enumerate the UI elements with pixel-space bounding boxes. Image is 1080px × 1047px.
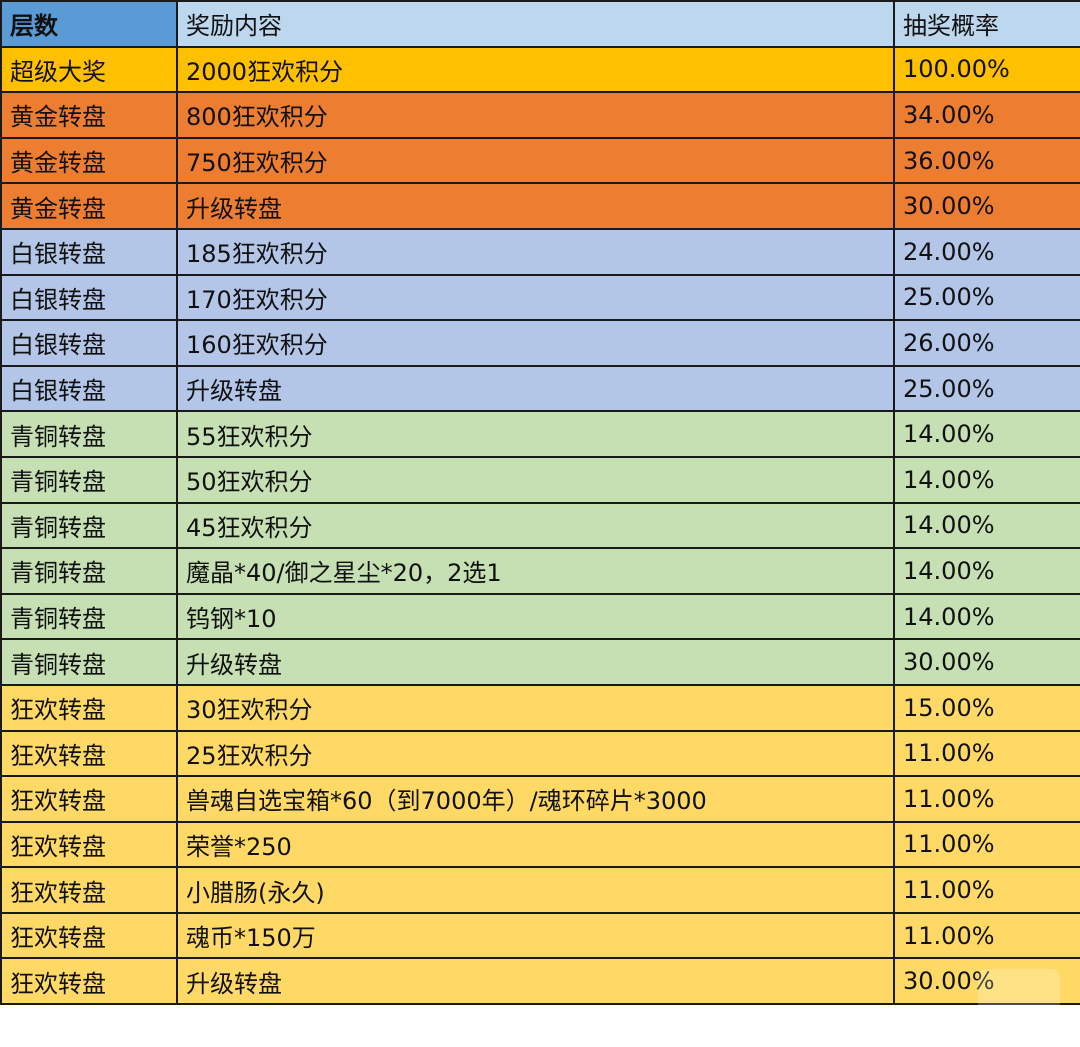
probability-cell: 14.00% xyxy=(893,547,1080,595)
reward-cell: 45狂欢积分 xyxy=(176,501,895,550)
probability-cell: 30.00% xyxy=(893,182,1080,230)
reward-cell: 55狂欢积分 xyxy=(176,410,895,458)
reward-cell: 170狂欢积分 xyxy=(176,273,895,322)
probability-cell: 26.00% xyxy=(893,319,1080,367)
probability-cell: 25.00% xyxy=(893,273,1080,322)
tier-cell: 青铜转盘 xyxy=(0,592,178,641)
tier-cell: 白银转盘 xyxy=(0,364,178,413)
table-row: 青铜转盘 钨钢*10 14.00% xyxy=(0,592,1080,641)
probability-cell: 14.00% xyxy=(893,455,1080,504)
probability-cell: 11.00% xyxy=(893,820,1080,869)
tier-cell: 狂欢转盘 xyxy=(0,820,178,869)
table-row: 狂欢转盘 荣誉*250 11.00% xyxy=(0,820,1080,869)
reward-cell: 钨钢*10 xyxy=(176,592,895,641)
reward-cell: 升级转盘 xyxy=(176,182,895,230)
probability-cell: 11.00% xyxy=(893,729,1080,778)
tier-cell: 狂欢转盘 xyxy=(0,683,178,732)
reward-cell: 魂币*150万 xyxy=(176,911,895,960)
tier-cell: 黄金转盘 xyxy=(0,182,178,230)
header-row: 层数 奖励内容 抽奖概率 xyxy=(0,0,1080,48)
tier-cell: 狂欢转盘 xyxy=(0,957,178,1006)
reward-cell: 750狂欢积分 xyxy=(176,136,895,185)
reward-cell: 兽魂自选宝箱*60（到7000年）/魂环碎片*3000 xyxy=(176,775,895,823)
probability-cell: 25.00% xyxy=(893,364,1080,413)
tier-cell: 青铜转盘 xyxy=(0,455,178,504)
table-row: 狂欢转盘 魂币*150万 11.00% xyxy=(0,911,1080,960)
table-row: 狂欢转盘 30狂欢积分 15.00% xyxy=(0,683,1080,732)
tier-cell: 超级大奖 xyxy=(0,45,178,94)
table-row: 狂欢转盘 25狂欢积分 11.00% xyxy=(0,729,1080,778)
table-row: 青铜转盘 55狂欢积分 14.00% xyxy=(0,410,1080,458)
table-row: 青铜转盘 45狂欢积分 14.00% xyxy=(0,501,1080,550)
table-row: 青铜转盘 升级转盘 30.00% xyxy=(0,638,1080,686)
reward-cell: 升级转盘 xyxy=(176,364,895,413)
probability-cell: 11.00% xyxy=(893,866,1080,914)
table-row: 白银转盘 160狂欢积分 26.00% xyxy=(0,319,1080,367)
reward-cell: 160狂欢积分 xyxy=(176,319,895,367)
tier-cell: 狂欢转盘 xyxy=(0,729,178,778)
table-row: 白银转盘 185狂欢积分 24.00% xyxy=(0,227,1080,276)
table-row: 青铜转盘 魔晶*40/御之星尘*20，2选1 14.00% xyxy=(0,547,1080,595)
tier-cell: 白银转盘 xyxy=(0,273,178,322)
table-row: 超级大奖 2000狂欢积分 100.00% xyxy=(0,45,1080,94)
probability-cell: 34.00% xyxy=(893,91,1080,139)
probability-cell: 36.00% xyxy=(893,136,1080,185)
tier-cell: 白银转盘 xyxy=(0,319,178,367)
tier-cell: 狂欢转盘 xyxy=(0,911,178,960)
tier-cell: 黄金转盘 xyxy=(0,136,178,185)
table-row: 青铜转盘 50狂欢积分 14.00% xyxy=(0,455,1080,504)
reward-cell: 800狂欢积分 xyxy=(176,91,895,139)
probability-cell: 14.00% xyxy=(893,592,1080,641)
header-probability: 抽奖概率 xyxy=(893,0,1080,48)
table-row: 狂欢转盘 兽魂自选宝箱*60（到7000年）/魂环碎片*3000 11.00% xyxy=(0,775,1080,823)
table-row: 白银转盘 170狂欢积分 25.00% xyxy=(0,273,1080,322)
reward-cell: 2000狂欢积分 xyxy=(176,45,895,94)
tier-cell: 青铜转盘 xyxy=(0,501,178,550)
tier-cell: 青铜转盘 xyxy=(0,638,178,686)
reward-cell: 25狂欢积分 xyxy=(176,729,895,778)
table-row: 黄金转盘 750狂欢积分 36.00% xyxy=(0,136,1080,185)
tier-cell: 白银转盘 xyxy=(0,227,178,276)
probability-cell: 100.00% xyxy=(893,45,1080,94)
reward-probability-table: 层数 奖励内容 抽奖概率 超级大奖 2000狂欢积分 100.00% 黄金转盘 800狂… xyxy=(0,0,1080,1006)
reward-cell: 魔晶*40/御之星尘*20，2选1 xyxy=(176,547,895,595)
tier-cell: 狂欢转盘 xyxy=(0,775,178,823)
probability-cell: 11.00% xyxy=(893,775,1080,823)
probability-cell: 14.00% xyxy=(893,501,1080,550)
reward-cell: 30狂欢积分 xyxy=(176,683,895,732)
tier-cell: 狂欢转盘 xyxy=(0,866,178,914)
header-tier: 层数 xyxy=(0,0,178,48)
table-row: 黄金转盘 800狂欢积分 34.00% xyxy=(0,91,1080,139)
reward-cell: 升级转盘 xyxy=(176,638,895,686)
reward-cell: 荣誉*250 xyxy=(176,820,895,869)
table-row: 白银转盘 升级转盘 25.00% xyxy=(0,364,1080,413)
probability-cell: 11.00% xyxy=(893,911,1080,960)
probability-cell: 24.00% xyxy=(893,227,1080,276)
table-row: 黄金转盘 升级转盘 30.00% xyxy=(0,182,1080,230)
probability-cell: 15.00% xyxy=(893,683,1080,732)
table-row: 狂欢转盘 升级转盘 30.00% xyxy=(0,957,1080,1006)
header-reward: 奖励内容 xyxy=(176,0,895,48)
reward-cell: 50狂欢积分 xyxy=(176,455,895,504)
probability-cell: 14.00% xyxy=(893,410,1080,458)
reward-cell: 185狂欢积分 xyxy=(176,227,895,276)
reward-cell: 升级转盘 xyxy=(176,957,895,1006)
reward-cell: 小腊肠(永久) xyxy=(176,866,895,914)
tier-cell: 黄金转盘 xyxy=(0,91,178,139)
tier-cell: 青铜转盘 xyxy=(0,547,178,595)
table-row: 狂欢转盘 小腊肠(永久) 11.00% xyxy=(0,866,1080,914)
probability-cell: 30.00% xyxy=(893,638,1080,686)
probability-cell: 30.00% xyxy=(893,957,1080,1006)
tier-cell: 青铜转盘 xyxy=(0,410,178,458)
